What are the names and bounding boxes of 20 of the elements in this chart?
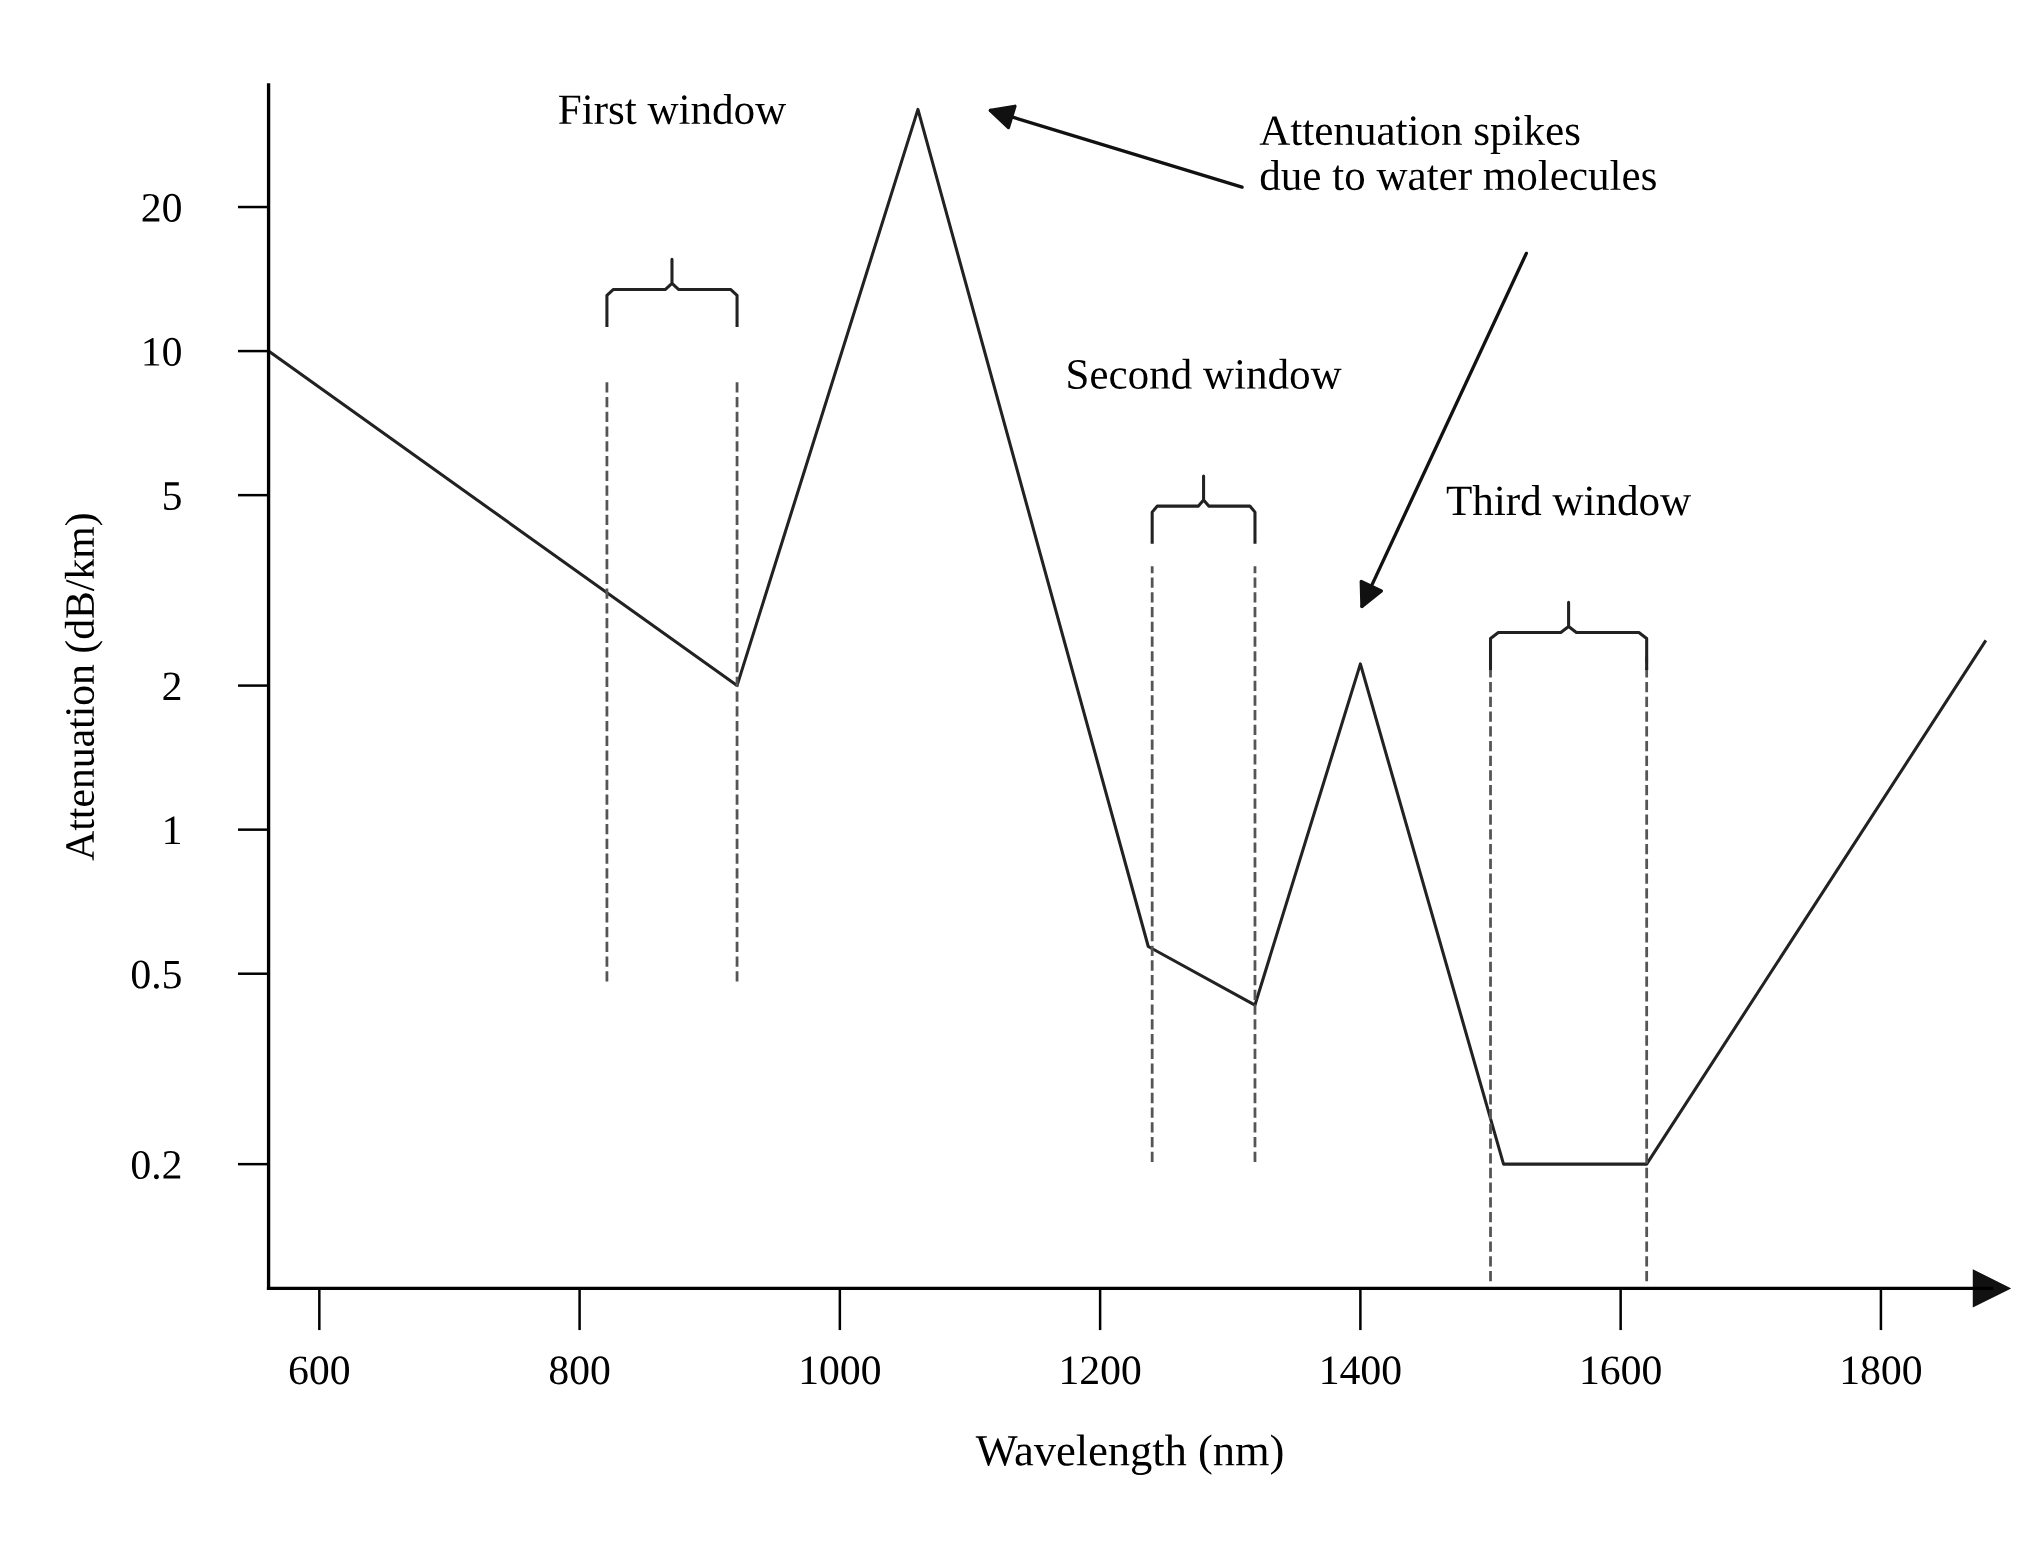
x-tick-label: 1000 bbox=[801, 1356, 880, 1385]
y-tick-label: 1 bbox=[165, 816, 180, 845]
x-tick-label: 1200 bbox=[1062, 1356, 1141, 1385]
x-tick-label: 1400 bbox=[1322, 1356, 1401, 1385]
x-tick-label: 1800 bbox=[1842, 1356, 1921, 1385]
annotation: Second window bbox=[1068, 358, 1342, 390]
y-tick-label: 2 bbox=[163, 672, 181, 701]
y-axis-title: Attenuation (dB/km) bbox=[64, 514, 103, 861]
y-tick-label: 10 bbox=[144, 337, 181, 366]
x-axis-title: Wavelength (nm) bbox=[975, 1434, 1283, 1475]
annotation: First window bbox=[559, 93, 787, 125]
y-tick-label: 5 bbox=[164, 482, 181, 511]
y-tick-label: 20 bbox=[142, 193, 181, 222]
annotation: Attenuation spikes due to water molecules bbox=[1259, 114, 1656, 191]
y-tick-label: 0.5 bbox=[131, 960, 181, 989]
x-tick-label: 1600 bbox=[1582, 1356, 1661, 1385]
x-tick-label: 600 bbox=[289, 1356, 349, 1385]
annotation: Third window bbox=[1446, 485, 1691, 516]
y-tick-label: 0.2 bbox=[131, 1150, 181, 1180]
x-tick-label: 800 bbox=[549, 1356, 610, 1385]
